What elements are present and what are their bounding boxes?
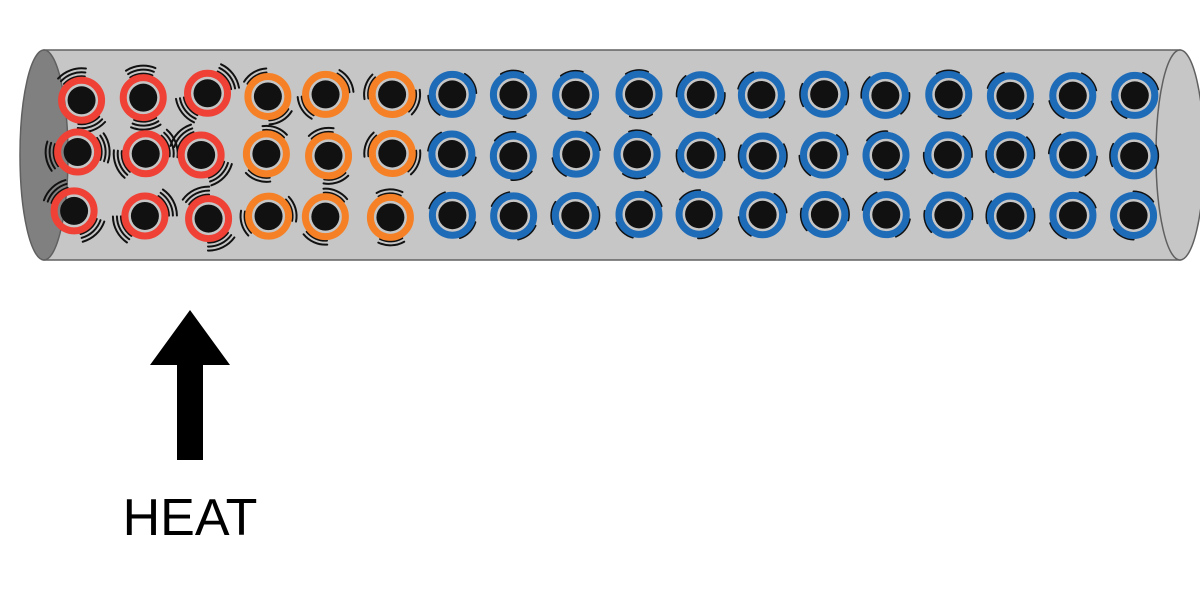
atom-core <box>132 140 160 168</box>
atom-cool <box>924 135 972 175</box>
atom-core <box>996 141 1024 169</box>
atom-core <box>749 142 777 170</box>
atom-core <box>252 140 280 168</box>
atom-cool <box>861 75 909 115</box>
atom-core <box>68 86 96 114</box>
atom-cool <box>556 71 596 119</box>
atom-core <box>500 202 528 230</box>
atom-cool <box>866 131 906 179</box>
atom-core <box>312 80 340 108</box>
heat-conduction-diagram: HEAT <box>0 0 1200 600</box>
atom-core <box>996 82 1024 110</box>
atom-core <box>1059 82 1087 110</box>
atom-core <box>623 140 651 168</box>
atom-cool <box>929 70 969 118</box>
atom-core <box>625 200 653 228</box>
atom-cool <box>1114 191 1154 239</box>
atom-core <box>187 141 215 169</box>
atom-core <box>810 80 838 108</box>
atom-core <box>1059 141 1087 169</box>
atom-core <box>499 142 527 170</box>
atom-core <box>194 79 222 107</box>
atom-core <box>625 80 653 108</box>
atom-cool <box>493 132 533 180</box>
atom-core <box>872 141 900 169</box>
atom-core <box>438 80 466 108</box>
atom-cool <box>800 135 848 175</box>
atom-cool <box>677 135 725 175</box>
atom-core <box>255 202 283 230</box>
atom-core <box>195 205 223 233</box>
atom-core <box>378 80 406 108</box>
atom-core <box>499 81 527 109</box>
atom-core <box>1059 201 1087 229</box>
atom-core <box>438 140 466 168</box>
atom-cool <box>619 70 659 118</box>
atom-core <box>935 80 963 108</box>
atom-cool <box>800 74 848 114</box>
atom-core <box>934 201 962 229</box>
atom-core <box>561 202 589 230</box>
atom-core <box>810 141 838 169</box>
atom-core <box>1121 81 1149 109</box>
atom-core <box>872 201 900 229</box>
atom-core <box>315 142 343 170</box>
atom-cool <box>551 196 599 236</box>
atom-core <box>811 201 839 229</box>
atom-core <box>687 81 715 109</box>
atom-core <box>60 197 88 225</box>
atom-cool <box>677 75 725 115</box>
heat-arrow <box>150 310 230 460</box>
atom-core <box>747 81 775 109</box>
atom-cool <box>739 136 787 176</box>
atom-cool <box>1110 136 1158 176</box>
atom-core <box>996 202 1024 230</box>
atom-cool <box>924 195 972 235</box>
atom-core <box>254 82 282 110</box>
atom-core <box>131 202 159 230</box>
atom-core <box>64 138 92 166</box>
atom-core <box>378 139 406 167</box>
heat-label: HEAT <box>123 489 258 547</box>
atom-core <box>749 201 777 229</box>
atom-core <box>685 200 713 228</box>
atom-cool <box>801 195 849 235</box>
atom-cool <box>986 196 1034 236</box>
atom-core <box>562 81 590 109</box>
atom-core <box>562 140 590 168</box>
rod-right-cap <box>1156 50 1200 260</box>
atom-core <box>311 203 339 231</box>
atom-core <box>934 141 962 169</box>
atom-core <box>687 141 715 169</box>
atom-core <box>1120 201 1148 229</box>
atom-core <box>871 81 899 109</box>
atom-core <box>376 203 404 231</box>
atom-cool <box>617 130 657 178</box>
atom-core <box>1120 142 1148 170</box>
atom-cool <box>679 190 719 238</box>
atom-cool <box>493 71 533 119</box>
atom-core <box>438 201 466 229</box>
atom-core <box>129 84 157 112</box>
atom-cool <box>986 135 1034 175</box>
